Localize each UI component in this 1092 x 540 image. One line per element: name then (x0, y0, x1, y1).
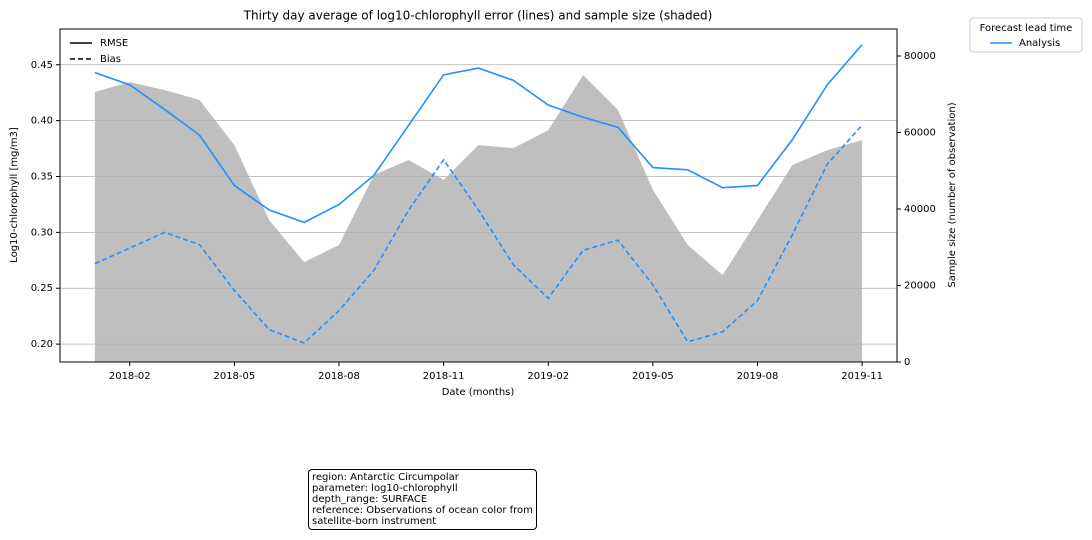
x-tick-label: 2019-02 (527, 371, 569, 382)
x-axis-label: Date (months) (442, 387, 515, 398)
legend2-title: Forecast lead time (980, 23, 1073, 34)
legend2-label: Analysis (1019, 38, 1060, 49)
sample-area (94, 75, 863, 362)
y-tick-label: 0.30 (31, 227, 53, 238)
y2-tick-label: 60000 (904, 128, 936, 139)
y2-tick-label: 0 (904, 357, 910, 368)
info-line: depth_range: SURFACE (312, 494, 428, 505)
y-tick-label: 0.45 (31, 60, 53, 71)
chart-title: Thirty day average of log10-chlorophyll … (243, 9, 713, 23)
y-axis-label: Log10-chlorophyll [mg/m3] (9, 127, 20, 263)
y2-tick-label: 80000 (904, 51, 936, 62)
plot-frame (59, 28, 898, 363)
y2-tick-label: 40000 (904, 204, 936, 215)
legend-label: RMSE (100, 38, 128, 49)
x-tick-label: 2019-11 (841, 371, 883, 382)
x-tick-label: 2018-02 (109, 371, 151, 382)
y2-tick-label: 20000 (904, 281, 936, 292)
info-line: parameter: log10-chlorophyll (312, 483, 458, 494)
y-tick-label: 0.20 (31, 339, 53, 350)
info-line: reference: Observations of ocean color f… (312, 505, 533, 516)
line-dashed (94, 124, 863, 344)
info-box: region: Antarctic Circumpolar parameter: … (308, 469, 537, 530)
info-line: satellite-born instrument (312, 516, 437, 527)
y-tick-label: 0.25 (31, 283, 53, 294)
legend-label: Bias (100, 54, 121, 65)
y-tick-label: 0.40 (31, 116, 53, 127)
y-tick-label: 0.35 (31, 172, 53, 183)
x-tick-label: 2018-05 (213, 371, 255, 382)
x-tick-label: 2019-05 (632, 371, 674, 382)
x-tick-label: 2019-08 (737, 371, 779, 382)
x-tick-label: 2018-11 (423, 371, 465, 382)
y2-axis-label: Sample size (number of observation) (947, 102, 958, 287)
line-solid (94, 44, 863, 224)
x-tick-label: 2018-08 (318, 371, 360, 382)
info-line: region: Antarctic Circumpolar (312, 472, 459, 483)
